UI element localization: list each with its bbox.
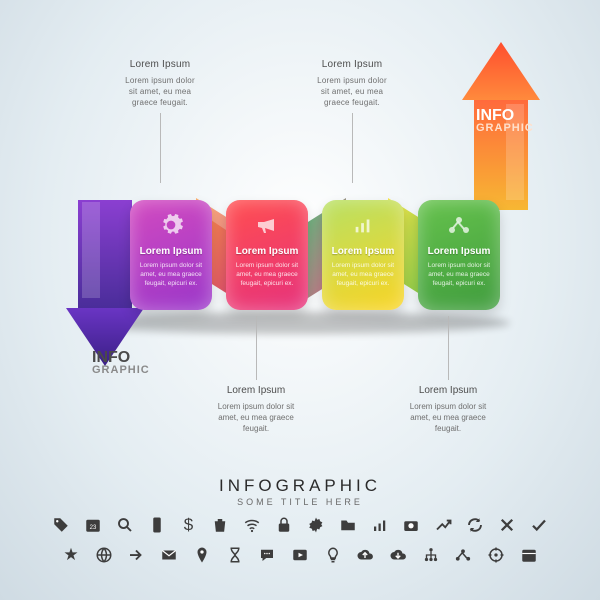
calendar2-icon	[518, 544, 540, 566]
dollar-icon: $	[177, 514, 199, 536]
bars-icon	[330, 210, 396, 240]
card-desc: Lorem ipsum dolor sit amet, eu mea graec…	[426, 262, 492, 288]
card-desc: Lorem ipsum dolor sit amet, eu mea graec…	[330, 262, 396, 288]
column-heading: Lorem Ipsum	[216, 384, 296, 398]
cloud-down-icon	[387, 544, 409, 566]
card-1: Lorem Ipsum Lorem ipsum dolor sit amet, …	[130, 200, 212, 310]
column-bottom-2: Lorem Ipsum Lorem ipsum dolor sit amet, …	[408, 316, 488, 435]
phone-icon	[146, 514, 168, 536]
column-sub: Lorem ipsum dolor sit amet, eu mea graec…	[408, 401, 488, 435]
megaphone-icon	[234, 210, 300, 240]
refresh-icon	[464, 514, 486, 536]
hourglass-icon	[224, 544, 246, 566]
card-2: Lorem Ipsum Lorem ipsum dolor sit amet, …	[226, 200, 308, 310]
gears-icon	[138, 210, 204, 240]
lock-icon	[273, 514, 295, 536]
cloud-up-icon	[354, 544, 376, 566]
footer-title-sub: SOME TITLE HERE	[0, 497, 600, 507]
check-icon	[528, 514, 550, 536]
tree-icon	[420, 544, 442, 566]
tag-icon	[50, 514, 72, 536]
nodes-icon	[452, 544, 474, 566]
bulb-icon	[322, 544, 344, 566]
play-icon	[289, 544, 311, 566]
target-icon	[485, 544, 507, 566]
column-bottom-1: Lorem Ipsum Lorem ipsum dolor sit amet, …	[216, 316, 296, 435]
column-top-2: Lorem Ipsum Lorem ipsum dolor sit amet, …	[312, 58, 392, 183]
column-sub: Lorem ipsum dolor sit amet, eu mea graec…	[216, 401, 296, 435]
column-sub: Lorem ipsum dolor sit amet, eu mea graec…	[312, 75, 392, 109]
camera-icon	[400, 514, 422, 536]
card-4: Lorem Ipsum Lorem ipsum dolor sit amet, …	[418, 200, 500, 310]
footer-title: INFOGRAPHIC SOME TITLE HERE	[0, 476, 600, 507]
column-heading: Lorem Ipsum	[408, 384, 488, 398]
search-icon	[114, 514, 136, 536]
globe-icon	[93, 544, 115, 566]
gear-icon	[305, 514, 327, 536]
right-icon	[125, 544, 147, 566]
card-3: Lorem Ipsum Lorem ipsum dolor sit amet, …	[322, 200, 404, 310]
wifi-icon	[241, 514, 263, 536]
nodes-icon	[426, 210, 492, 240]
column-heading: Lorem Ipsum	[120, 58, 200, 72]
arrow-down-label: INFO GRAPHIC	[92, 350, 150, 376]
x-icon	[496, 514, 518, 536]
arrow-up-right-icon	[432, 514, 454, 536]
column-top-1: Lorem Ipsum Lorem ipsum dolor sit amet, …	[120, 58, 200, 183]
card-title: Lorem Ipsum	[426, 246, 492, 257]
star-icon: ★	[60, 544, 82, 566]
pin-icon	[191, 544, 213, 566]
folder-icon	[337, 514, 359, 536]
column-heading: Lorem Ipsum	[312, 58, 392, 72]
icon-row-1: 23 $	[50, 514, 550, 536]
bars-icon	[369, 514, 391, 536]
column-sub: Lorem ipsum dolor sit amet, eu mea graec…	[120, 75, 200, 109]
calendar-icon: 23	[82, 514, 104, 536]
arrow-up-label: INFO GRAPHIC	[476, 108, 534, 134]
icon-row-2: ★	[60, 544, 540, 566]
card-title: Lorem Ipsum	[330, 246, 396, 257]
svg-text:23: 23	[90, 525, 97, 531]
card-desc: Lorem ipsum dolor sit amet, eu mea graec…	[138, 262, 204, 288]
card-desc: Lorem ipsum dolor sit amet, eu mea graec…	[234, 262, 300, 288]
card-title: Lorem Ipsum	[234, 246, 300, 257]
chat-icon	[256, 544, 278, 566]
trash-icon	[209, 514, 231, 536]
footer-title-main: INFOGRAPHIC	[0, 476, 600, 496]
card-title: Lorem Ipsum	[138, 246, 204, 257]
mail-icon	[158, 544, 180, 566]
